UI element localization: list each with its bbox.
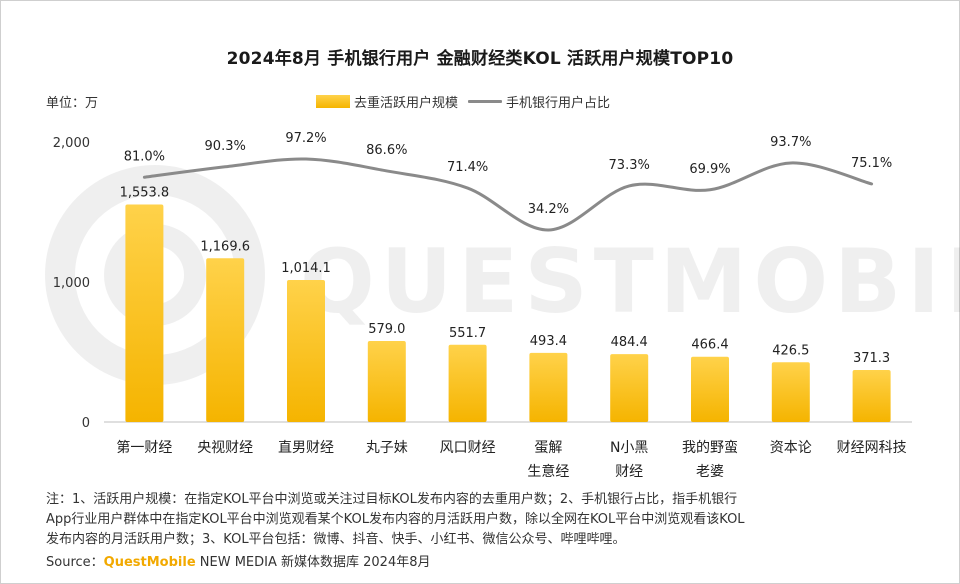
share-line	[142, 157, 874, 232]
x-tick-label: 央视财经	[197, 440, 253, 456]
footnote-line-3: 发布内容的月活跃用户数；3、KOL平台包括：微博、抖音、快手、小红书、微信公众号…	[46, 532, 626, 547]
data-labels: 1,553.8 1,169.6 1,014.1 579.0 551.7 493.4 484.…	[120, 131, 893, 366]
legend-bar-label: 去重活跃用户规模	[354, 96, 459, 111]
x-tick-label: 第一财经	[116, 439, 172, 456]
source-rest: NEW MEDIA 新媒体数据库 2024年8月	[195, 555, 431, 570]
bar-value-label: 551.7	[449, 326, 486, 341]
line-value-label: 75.1%	[851, 156, 892, 171]
line-value-label: 86.6%	[366, 143, 407, 158]
x-tick-label: 老婆	[696, 464, 724, 480]
bar	[206, 258, 245, 422]
bar-value-label: 371.3	[853, 351, 890, 366]
legend-item-bar: 去重活跃用户规模	[316, 92, 458, 111]
line-value-label: 81.0%	[124, 149, 165, 164]
x-tick-label: 直男财经	[278, 439, 334, 456]
bar-value-label: 1,014.1	[281, 261, 331, 276]
x-tick-label: 生意经	[527, 463, 569, 480]
bar-value-label: 466.4	[691, 338, 728, 353]
chart-area: QUESTMOBILE 0 1,000 2,000 第一财经 央视财经 直男财经 丸子妹 风口…	[45, 131, 960, 480]
x-tick-label: 财经	[615, 464, 643, 480]
bar-value-label: 1,553.8	[120, 185, 170, 200]
legend-line-label: 手机银行用户占比	[506, 96, 611, 111]
legend-bar-swatch	[316, 95, 350, 108]
x-tick-label: 蛋解	[534, 440, 562, 456]
y-tick-label: 1,000	[53, 276, 90, 291]
unit-label: 单位：万	[46, 96, 99, 111]
footnote-line-1: 注：1、活跃用户规模：在指定KOL平台中浏览或关注过目标KOL发布内容的去重用户…	[46, 492, 738, 507]
chart-title: 2024年8月 手机银行用户 金融财经类KOL 活跃用户规模TOP10	[226, 49, 734, 69]
x-tick-label: 我的野蛮	[682, 439, 738, 456]
source-prefix: Source：	[46, 555, 104, 570]
x-tick-label: 资本论	[770, 440, 812, 456]
x-tick-label: 财经网科技	[837, 440, 907, 456]
line-value-label: 71.4%	[447, 160, 488, 175]
bar	[852, 370, 891, 422]
footnote-line-2: App行业用户群体中在指定KOL平台中浏览观看某个KOL发布内容的月活跃用户数，…	[46, 512, 745, 527]
footnotes: 注：1、活跃用户规模：在指定KOL平台中浏览或关注过目标KOL发布内容的去重用户…	[46, 490, 926, 550]
legend-item-line: 手机银行用户占比	[468, 92, 610, 111]
source-line: Source：QuestMobile NEW MEDIA 新媒体数据库 2024…	[46, 551, 431, 570]
line-value-label: 90.3%	[205, 139, 246, 154]
x-tick-label: 风口财经	[440, 440, 496, 456]
line-value-label: 73.3%	[609, 158, 650, 173]
bar	[287, 280, 325, 422]
bar-value-label: 579.0	[368, 322, 405, 337]
line-series	[142, 157, 874, 232]
x-tick-label: N小黑	[610, 440, 648, 456]
bar	[691, 356, 729, 422]
line-value-label: 97.2%	[285, 131, 326, 146]
bar-value-label: 493.4	[530, 334, 567, 349]
bar-value-label: 484.4	[611, 335, 648, 350]
bar	[610, 354, 649, 422]
legend-line-swatch	[468, 100, 503, 103]
x-tick-label: 丸子妹	[366, 440, 408, 456]
bar-value-label: 1,169.6	[200, 239, 250, 254]
bar	[529, 352, 568, 422]
bar-value-label: 426.5	[772, 343, 809, 358]
bar	[448, 344, 487, 422]
line-value-label: 69.9%	[689, 162, 730, 177]
bar	[771, 362, 810, 422]
y-tick-label: 2,000	[53, 136, 90, 151]
bar	[367, 340, 406, 422]
legend: 去重活跃用户规模 手机银行用户占比	[316, 92, 610, 111]
bars	[125, 204, 891, 422]
y-tick-label: 0	[82, 416, 90, 431]
watermark: QUESTMOBILE	[45, 165, 960, 385]
line-value-label: 93.7%	[770, 135, 811, 150]
source-brand: QuestMobile	[103, 555, 196, 570]
bar	[125, 204, 164, 422]
line-value-label: 34.2%	[528, 202, 569, 217]
watermark-text: QUESTMOBILE	[300, 230, 960, 333]
